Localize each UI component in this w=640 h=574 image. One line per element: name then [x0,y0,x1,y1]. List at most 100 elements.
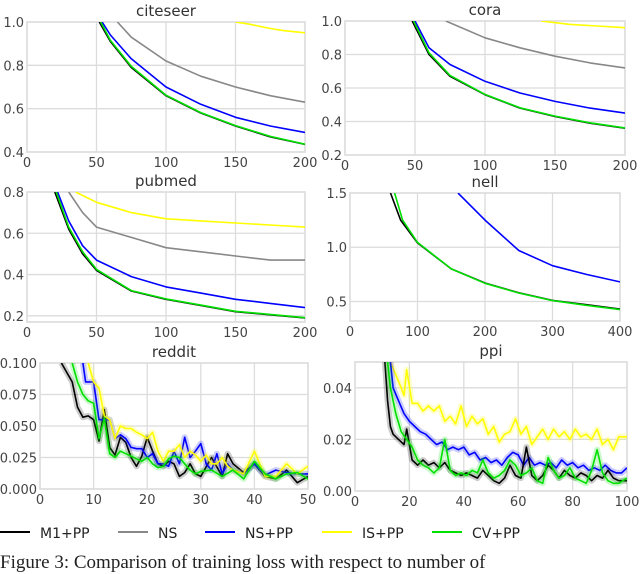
x-tick-label: 200 [473,325,498,340]
y-tick-label: 0.000 [0,483,37,498]
y-tick-label: 1.0 [321,15,342,30]
x-tick-label: 0 [36,493,44,508]
x-tick-label: 0 [346,325,354,340]
subplot-ppi: 0 20 40 60 80 100 0.00 0.02 0.04 ppi [323,342,639,510]
series-line-cv-pp [99,22,305,145]
series-line-ns [68,192,305,261]
x-tick-label: 200 [293,156,318,171]
figure-caption: Figure 3: Comparison of training loss wi… [0,552,486,573]
legend-item: M1+PP [0,526,90,542]
series-line-is-pp [540,21,625,29]
y-tick-label: 1.0 [326,241,347,256]
y-tick-label: 0.8 [3,59,24,74]
series-line-ns [116,22,305,103]
y-tick-label: 0.6 [3,103,24,118]
series-line-is-pp [389,362,627,451]
series-line-ns [445,21,625,69]
series-line-cv-pp [412,21,625,129]
legend-label: NS+PP [245,526,293,542]
series-line-cv-pp [55,192,305,319]
series-line-cv-pp [386,362,627,485]
series-line-ns-pp [56,192,305,309]
y-tick-label: 0.6 [3,227,24,242]
series-line-cv-pp [71,363,308,480]
y-tick-label: 1.5 [326,187,347,202]
series-line-ns-pp [457,193,620,283]
x-tick-label: 150 [223,156,248,171]
subplot-reddit: 0 10 20 30 40 50 0.000 0.025 0.050 0.075 0.100 redd… [0,343,316,508]
legend-item: NS [118,526,177,542]
y-tick-label: 0.5 [326,295,347,310]
subplot-citeseer: 0 50 100 150 200 0.4 0.6 0.8 1.0 citeseer [3,2,317,171]
y-tick-label: 0.6 [321,82,342,97]
x-tick-label: 20 [139,493,156,508]
x-tick-label: 300 [540,325,565,340]
series-line-is-pp [87,363,308,478]
legend-item: NS+PP [205,526,293,542]
x-tick-label: 0 [341,159,349,174]
x-tick-label: 80 [564,495,581,510]
series-line-ns-pp [389,362,627,474]
y-tick-label: 0.04 [323,382,352,397]
legend-item: CV+PP [432,526,520,542]
x-tick-label: 50 [88,326,105,341]
series-line-m1-pp [384,362,627,485]
y-tick-label: 0.100 [0,357,37,372]
series-line-is-pp [235,22,305,34]
subplot-title: reddit [152,343,196,361]
y-tick-label: 0.050 [0,420,37,435]
y-tick-label: 0.2 [321,149,342,164]
x-tick-label: 40 [456,495,473,510]
y-tick-label: 0.075 [0,389,37,404]
subplot-title: cora [469,1,502,19]
legend: M1+PP NS NS+PP IS+PP CV+PP [0,526,520,542]
y-tick-label: 0.2 [3,310,24,325]
legend-label: M1+PP [40,526,90,542]
x-tick-label: 0 [23,156,31,171]
legend-label: NS [158,526,177,542]
y-tick-label: 0.02 [323,433,352,448]
series-line-ns-pp [414,21,625,114]
x-tick-label: 30 [193,493,210,508]
x-tick-label: 100 [154,326,179,341]
subplot-title: citeseer [136,2,197,20]
x-tick-label: 50 [88,156,105,171]
x-tick-label: 200 [293,326,318,341]
y-tick-label: 0.4 [3,269,24,284]
subplot-title: nell [471,173,498,191]
x-tick-label: 150 [223,326,248,341]
x-tick-label: 50 [407,159,424,174]
legend-item: IS+PP [322,526,404,542]
x-tick-label: 0 [351,495,359,510]
x-tick-label: 150 [543,159,568,174]
y-tick-label: 0.00 [323,485,352,500]
subplot-title: ppi [479,342,502,360]
y-tick-label: 0.8 [321,49,342,64]
series-line-is-pp [75,192,305,228]
x-tick-label: 100 [615,495,640,510]
subplot-nell: 0 100 200 300 400 0.5 1.0 1.5 nell [326,173,632,340]
series-line-cv-pp [393,193,620,311]
legend-label: CV+PP [472,526,520,542]
series-line-ns-pp [101,22,305,134]
x-tick-label: 60 [510,495,527,510]
y-tick-label: 0.4 [3,146,24,161]
y-tick-label: 1.0 [3,16,24,31]
subplot-title: pubmed [135,172,197,190]
legend-label: IS+PP [362,526,404,542]
x-tick-label: 40 [246,493,263,508]
y-tick-label: 0.4 [321,116,342,131]
x-tick-label: 100 [473,159,498,174]
y-tick-label: 0.8 [3,186,24,201]
subplot-pubmed: 0 50 100 150 200 0.2 0.4 0.6 0.8 pubmed [3,172,317,341]
x-tick-label: 10 [85,493,102,508]
y-tick-label: 0.025 [0,452,37,467]
x-tick-label: 100 [405,325,430,340]
subplot-cora: 0 50 100 150 200 0.2 0.4 0.6 0.8 1.0 cora [321,1,637,174]
x-tick-label: 50 [300,493,317,508]
x-tick-label: 20 [401,495,418,510]
x-tick-label: 400 [608,325,633,340]
x-tick-label: 0 [23,326,31,341]
x-tick-label: 100 [154,156,179,171]
